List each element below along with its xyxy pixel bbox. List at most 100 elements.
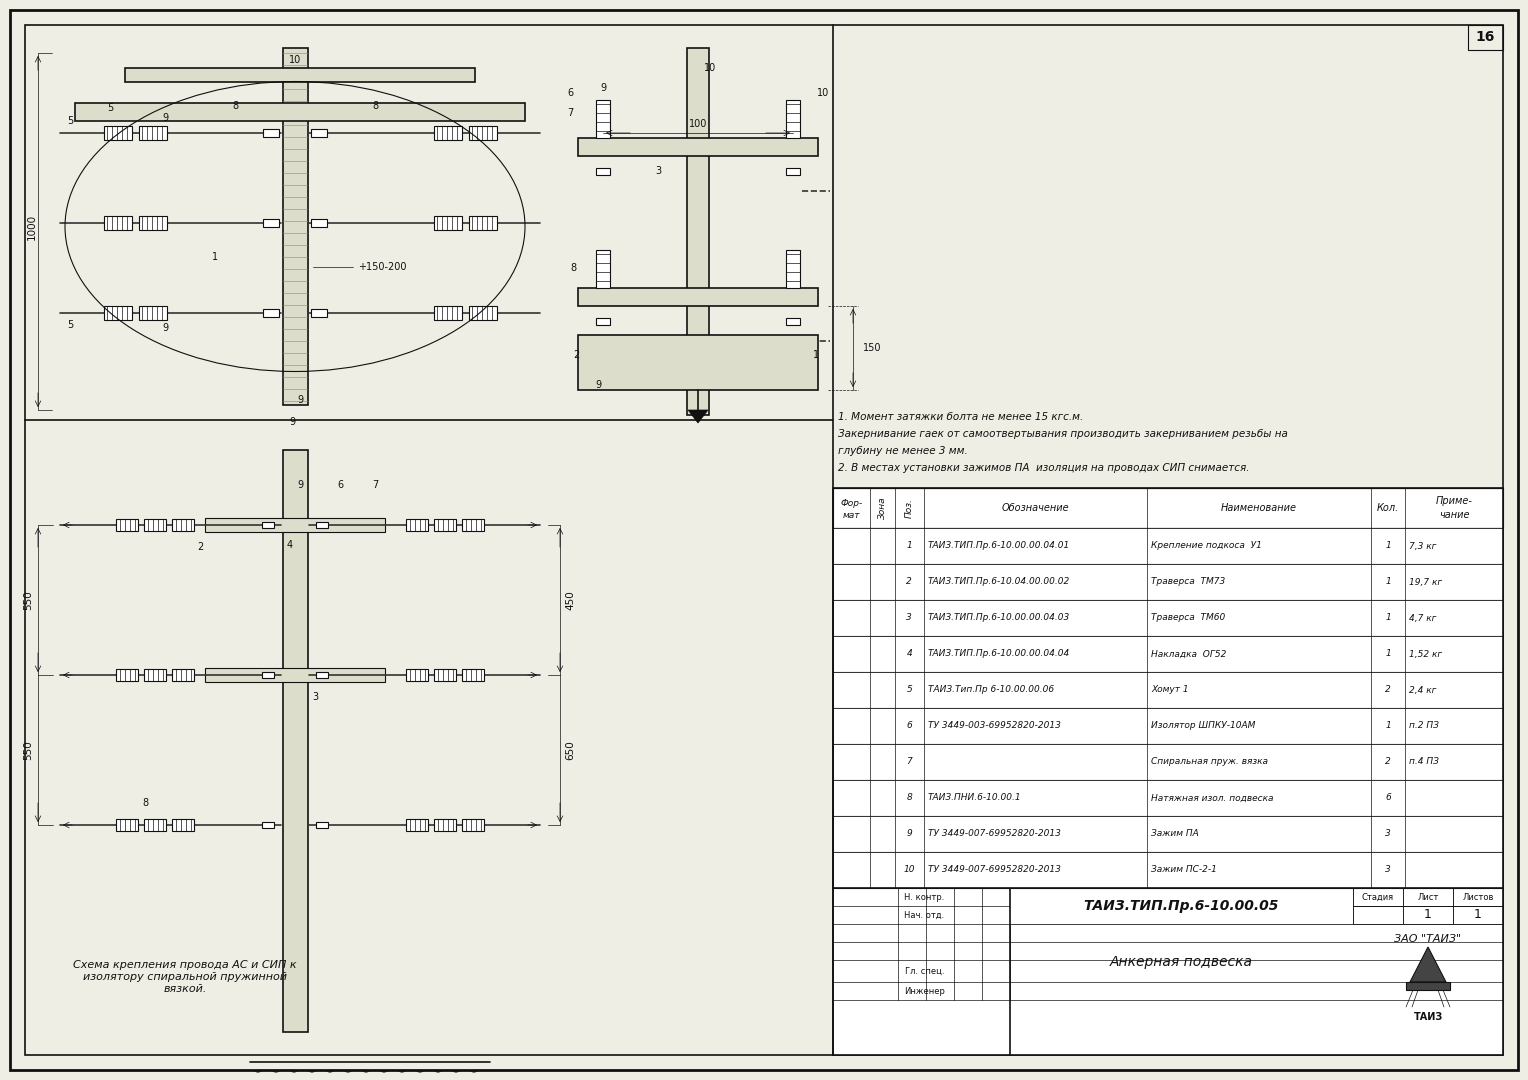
Bar xyxy=(125,68,475,82)
Text: мат: мат xyxy=(842,511,860,519)
Bar xyxy=(833,708,1504,744)
Bar xyxy=(139,306,167,320)
Text: Накладка  ОГ52: Накладка ОГ52 xyxy=(1152,649,1227,659)
Text: 4: 4 xyxy=(287,540,293,550)
Text: 3: 3 xyxy=(656,166,662,176)
Text: Лист: Лист xyxy=(1418,892,1439,902)
Text: ТАИЗ.ПНИ.6-10.00.1: ТАИЗ.ПНИ.6-10.00.1 xyxy=(927,794,1021,802)
Bar xyxy=(261,522,274,528)
Text: 7,3 кг: 7,3 кг xyxy=(1409,541,1436,551)
Bar xyxy=(75,103,526,121)
Circle shape xyxy=(264,822,270,828)
Bar xyxy=(434,819,455,831)
Text: 550: 550 xyxy=(23,590,34,610)
Text: 9: 9 xyxy=(296,480,303,490)
Bar xyxy=(833,528,1504,564)
Bar xyxy=(833,488,1504,888)
Text: Траверса  ТМ73: Траверса ТМ73 xyxy=(1152,578,1225,586)
Circle shape xyxy=(332,998,345,1012)
Text: 8: 8 xyxy=(906,794,912,802)
Text: ТУ 3449-007-69952820-2013: ТУ 3449-007-69952820-2013 xyxy=(927,829,1060,838)
Circle shape xyxy=(267,219,275,227)
Circle shape xyxy=(342,989,361,1007)
Text: 1,52 кг: 1,52 кг xyxy=(1409,649,1442,659)
Text: глубину не менее 3 мм.: глубину не менее 3 мм. xyxy=(837,446,967,456)
Text: Кол.: Кол. xyxy=(1377,503,1400,513)
Text: 7: 7 xyxy=(567,108,573,118)
Circle shape xyxy=(380,967,399,985)
Text: 6: 6 xyxy=(338,480,344,490)
Text: 1: 1 xyxy=(212,252,219,261)
Bar xyxy=(461,669,484,681)
Text: 6: 6 xyxy=(1386,794,1390,802)
Bar xyxy=(205,669,385,681)
Text: Инженер: Инженер xyxy=(905,986,944,996)
Bar xyxy=(104,126,131,140)
Text: 100: 100 xyxy=(689,119,707,129)
Bar xyxy=(1406,982,1450,990)
Text: 1. Момент затяжки болта не менее 15 кгс.м.: 1. Момент затяжки болта не менее 15 кгс.… xyxy=(837,411,1083,422)
Bar xyxy=(469,126,497,140)
Bar xyxy=(833,488,1504,528)
Text: 5: 5 xyxy=(906,686,912,694)
Bar xyxy=(173,819,194,831)
Bar xyxy=(833,816,1504,852)
Circle shape xyxy=(597,357,608,367)
Bar xyxy=(596,100,610,138)
Circle shape xyxy=(380,949,396,963)
Text: +150-200: +150-200 xyxy=(358,261,406,271)
Bar xyxy=(316,822,329,828)
Circle shape xyxy=(332,962,345,976)
Text: 3: 3 xyxy=(1386,865,1390,875)
Text: ТАИЗ.Тип.Пр 6-10.00.00.06: ТАИЗ.Тип.Пр 6-10.00.00.06 xyxy=(927,686,1054,694)
Text: 10: 10 xyxy=(903,865,915,875)
Text: 8: 8 xyxy=(142,798,148,808)
Bar xyxy=(434,216,461,230)
Text: Схема крепления провода АС и СИП к
изолятору спиральной пружинной
вязкой.: Схема крепления провода АС и СИП к изоля… xyxy=(73,960,296,994)
Circle shape xyxy=(380,989,399,1007)
Text: 1000: 1000 xyxy=(28,214,37,240)
Bar xyxy=(785,249,801,288)
Bar xyxy=(406,819,428,831)
Bar xyxy=(578,335,817,390)
Text: 7: 7 xyxy=(906,757,912,767)
Text: Изолятор ШПКУ-10АМ: Изолятор ШПКУ-10АМ xyxy=(1152,721,1256,730)
Text: ТАИЗ.ТИП.Пр.6-10.00.00.04.03: ТАИЗ.ТИП.Пр.6-10.00.00.04.03 xyxy=(927,613,1070,622)
Text: 5: 5 xyxy=(107,103,113,113)
Circle shape xyxy=(790,168,796,174)
Bar xyxy=(104,306,131,320)
Text: п.4 ПЗ: п.4 ПЗ xyxy=(1409,757,1439,767)
Text: Траверса  ТМ60: Траверса ТМ60 xyxy=(1152,613,1225,622)
Text: 10: 10 xyxy=(817,87,830,98)
Text: Зажим ПС-2-1: Зажим ПС-2-1 xyxy=(1152,865,1218,875)
Circle shape xyxy=(345,949,359,963)
Bar xyxy=(1352,888,1403,906)
Text: 4: 4 xyxy=(906,649,912,659)
Circle shape xyxy=(361,956,379,974)
Text: Листов: Листов xyxy=(1462,892,1494,902)
Bar xyxy=(1010,888,1352,924)
Bar xyxy=(263,309,280,318)
Text: Обозначение: Обозначение xyxy=(1002,503,1070,513)
Circle shape xyxy=(380,1011,396,1025)
Text: Зона: Зона xyxy=(877,497,886,519)
Circle shape xyxy=(264,522,270,528)
Bar xyxy=(144,669,167,681)
Bar xyxy=(116,519,138,531)
Text: 1: 1 xyxy=(813,350,819,360)
Circle shape xyxy=(790,318,796,324)
Text: 9: 9 xyxy=(601,83,607,93)
Text: 2: 2 xyxy=(573,350,579,360)
Bar xyxy=(312,219,327,227)
Text: ТАИЗ.ТИП.Пр.6-10.04.00.00.02: ТАИЗ.ТИП.Пр.6-10.04.00.00.02 xyxy=(927,578,1070,586)
Bar xyxy=(263,219,280,227)
Text: 3: 3 xyxy=(1386,829,1390,838)
Circle shape xyxy=(601,168,607,174)
Text: ТАИЗ.ТИП.Пр.6-10.00.00.04.01: ТАИЗ.ТИП.Пр.6-10.00.00.04.01 xyxy=(927,541,1070,551)
Text: 9: 9 xyxy=(594,380,601,390)
Circle shape xyxy=(264,672,270,678)
Bar xyxy=(833,636,1504,672)
Text: 5: 5 xyxy=(67,116,73,126)
Text: чание: чание xyxy=(1439,510,1470,519)
Text: 19,7 кг: 19,7 кг xyxy=(1409,578,1442,586)
